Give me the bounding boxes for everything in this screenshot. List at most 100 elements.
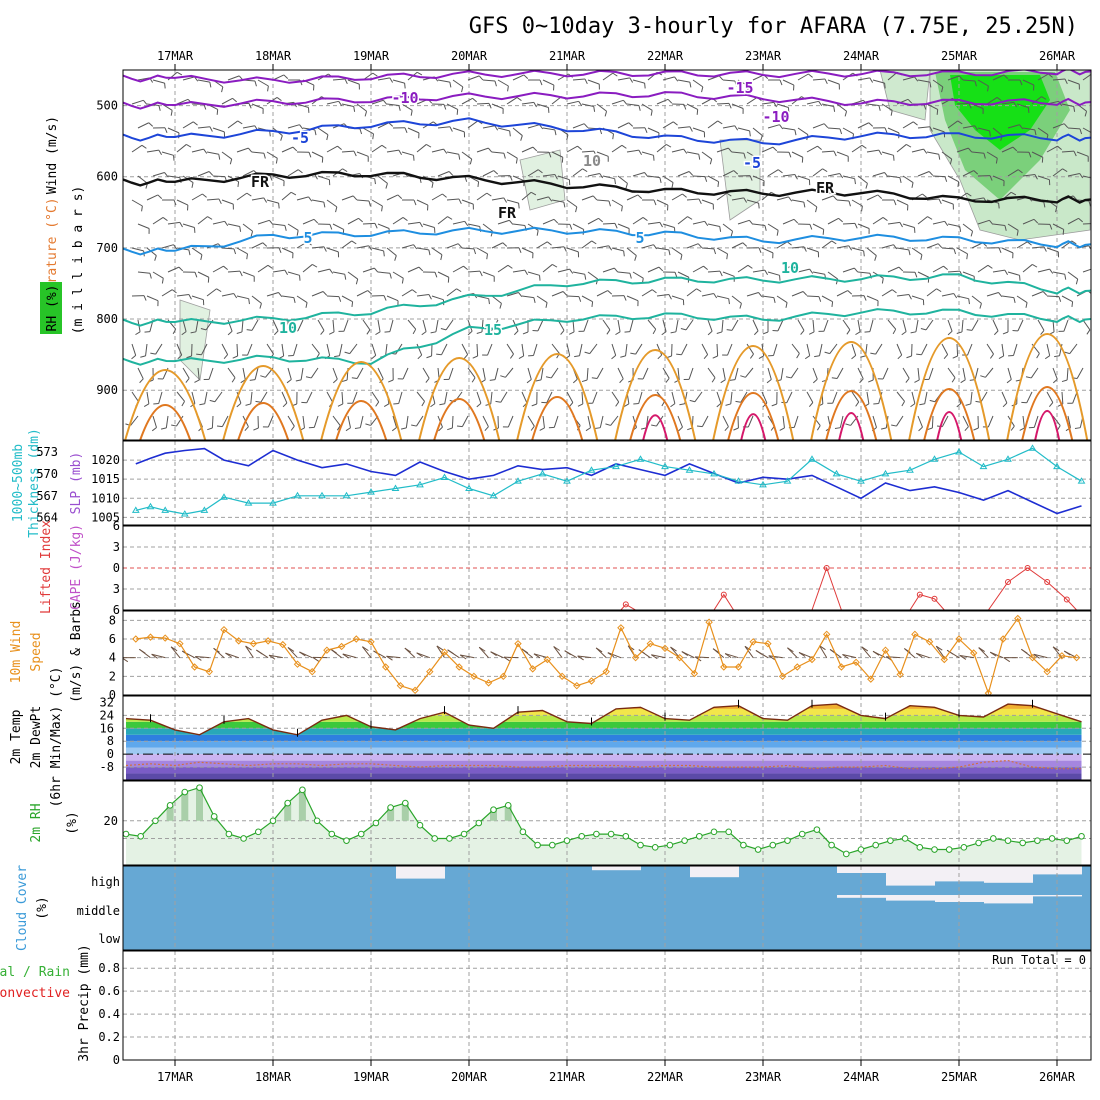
wind-barb	[231, 377, 236, 383]
wind-barb	[808, 331, 815, 335]
wind-barb	[272, 175, 285, 182]
wind-barb	[819, 343, 823, 356]
cloud-clear-block	[886, 866, 935, 886]
wind-barb	[857, 319, 861, 332]
wind-barb	[671, 247, 683, 256]
wind-barb	[797, 127, 809, 136]
wind-barb	[493, 170, 499, 175]
wind-barb	[317, 319, 325, 331]
wind-barb	[884, 172, 889, 178]
wind-barb	[970, 391, 973, 404]
rh-marker	[681, 837, 688, 844]
isotherm-warm	[531, 396, 584, 440]
wind-barb	[677, 79, 690, 83]
y-tick-label: 2	[109, 669, 116, 683]
thickness-marker	[269, 499, 277, 506]
wind-barb	[692, 79, 704, 88]
wind-barb	[656, 415, 664, 427]
rh-marker	[887, 837, 894, 844]
thickness-marker	[342, 491, 351, 499]
wind-barb	[767, 271, 780, 276]
wind-barb	[151, 653, 158, 659]
wind-barb	[236, 343, 239, 357]
wind-barb	[926, 151, 939, 155]
wind-barb	[560, 330, 565, 335]
y-tick-label: 600	[96, 170, 118, 184]
wind-barb	[287, 223, 299, 231]
rh-marker	[166, 802, 174, 809]
wind-barb	[255, 400, 261, 403]
wind-barb	[251, 103, 264, 109]
rh-marker	[225, 830, 233, 838]
date-label-bottom: 22MAR	[647, 1070, 684, 1084]
wind-barb	[212, 175, 226, 178]
wind-barb	[722, 170, 734, 177]
li-marker	[1044, 579, 1051, 585]
thickness-marker	[612, 462, 620, 470]
wind-barb	[1061, 391, 1064, 405]
wind-barb	[743, 153, 746, 159]
temp-line	[125, 703, 1082, 736]
wind-barb	[899, 177, 902, 184]
wind-barb	[868, 122, 874, 127]
wind-barb	[1016, 241, 1028, 249]
wind-barb	[137, 367, 144, 380]
wind-barb	[818, 296, 822, 302]
wind-barb	[986, 343, 994, 355]
wind-barb	[251, 242, 264, 249]
wind-speed-marker	[470, 672, 478, 681]
wind-barb	[698, 154, 701, 160]
wind-barb	[1003, 74, 1009, 80]
wind-barb	[707, 330, 713, 336]
wind-barb	[624, 331, 630, 333]
wind-barb	[882, 217, 888, 222]
wind-barb	[572, 168, 583, 177]
contour-label: -10	[762, 108, 789, 126]
wind-barb	[924, 391, 928, 404]
wind-barb	[734, 367, 739, 380]
wind-barb	[216, 109, 219, 115]
rh-marker	[843, 850, 850, 858]
wind-barb	[968, 298, 970, 305]
wind-barb	[987, 415, 994, 428]
wind-barb	[212, 127, 225, 133]
wind-barb	[209, 81, 212, 88]
wind-barb	[566, 295, 580, 298]
wind-barb	[824, 78, 828, 85]
li-marker	[931, 595, 938, 602]
slp-label: SLP (mb)	[69, 452, 84, 515]
wind-barb	[1082, 268, 1091, 273]
wind-barb	[377, 367, 384, 380]
wind-barb	[302, 218, 315, 225]
wind-barb	[275, 158, 278, 164]
wind-barb	[877, 194, 883, 200]
wind-barb	[384, 331, 390, 333]
wind-barb	[446, 103, 458, 110]
wind-barb	[476, 343, 479, 357]
date-label-top: 22MAR	[647, 49, 684, 63]
wind-barb	[476, 247, 488, 255]
wind-barb	[385, 343, 388, 356]
wind-barb	[836, 199, 849, 202]
wind-barb	[364, 111, 368, 117]
wind-barb	[656, 199, 669, 206]
wind-speed-marker	[822, 630, 831, 639]
wind-barb	[188, 294, 192, 300]
wind-barb	[332, 78, 345, 81]
li-line	[909, 594, 945, 610]
rh-marker	[857, 846, 865, 853]
wind-barb	[522, 331, 529, 335]
wind-barb	[428, 249, 431, 256]
wind-barb	[509, 219, 514, 225]
wind-barb	[458, 198, 462, 205]
wind-barb	[1057, 145, 1062, 151]
wind-barb	[938, 198, 942, 205]
wind-barb	[611, 99, 624, 105]
wind-barb	[381, 205, 383, 212]
wind-barb	[632, 271, 644, 279]
wind-speed-marker	[969, 649, 978, 657]
wind-barb	[677, 415, 683, 428]
wind-barb	[768, 655, 783, 659]
wind-barb	[898, 266, 904, 272]
wind-barb	[971, 242, 984, 249]
